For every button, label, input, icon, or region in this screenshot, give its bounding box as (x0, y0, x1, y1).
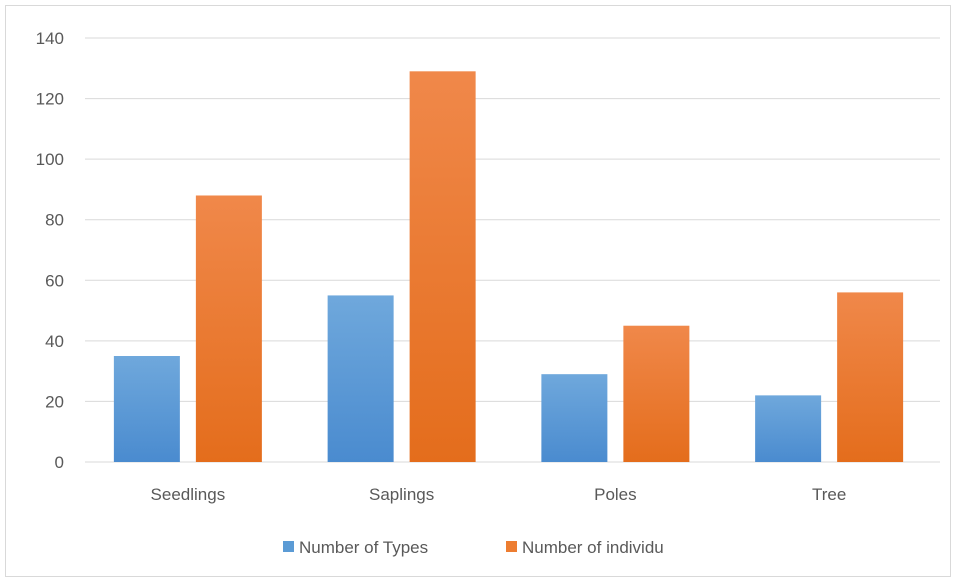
y-tick-label: 80 (45, 211, 64, 230)
legend-swatch (283, 541, 294, 552)
legend-label: Number of Types (299, 538, 428, 557)
x-axis: Seedlings Saplings Poles Tree (151, 485, 847, 504)
y-tick-label: 40 (45, 332, 64, 351)
y-tick-label: 0 (55, 453, 64, 472)
bars (113, 71, 904, 463)
chart-frame (5, 5, 951, 577)
legend-swatch (506, 541, 517, 552)
bar-tree-individu (837, 292, 904, 462)
y-tick-label: 120 (36, 90, 64, 109)
legend: Number of Types Number of individu (283, 538, 664, 557)
y-tick-label: 140 (36, 29, 64, 48)
bar-seedlings-individu (195, 195, 262, 462)
bar-saplings-individu (409, 71, 476, 463)
bar-poles-individu (623, 325, 690, 462)
y-axis: 0 20 40 60 80 100 120 140 (36, 29, 64, 472)
legend-label: Number of individu (522, 538, 664, 557)
y-tick-label: 100 (36, 150, 64, 169)
bar-tree-types (755, 395, 822, 462)
bar-poles-types (541, 374, 608, 462)
x-category-label: Seedlings (151, 485, 226, 504)
bar-saplings-types (327, 295, 394, 462)
x-category-label: Saplings (369, 485, 434, 504)
y-tick-label: 60 (45, 271, 64, 290)
y-tick-label: 20 (45, 392, 64, 411)
bar-seedlings-types (113, 356, 180, 462)
x-category-label: Tree (812, 485, 846, 504)
x-category-label: Poles (594, 485, 637, 504)
